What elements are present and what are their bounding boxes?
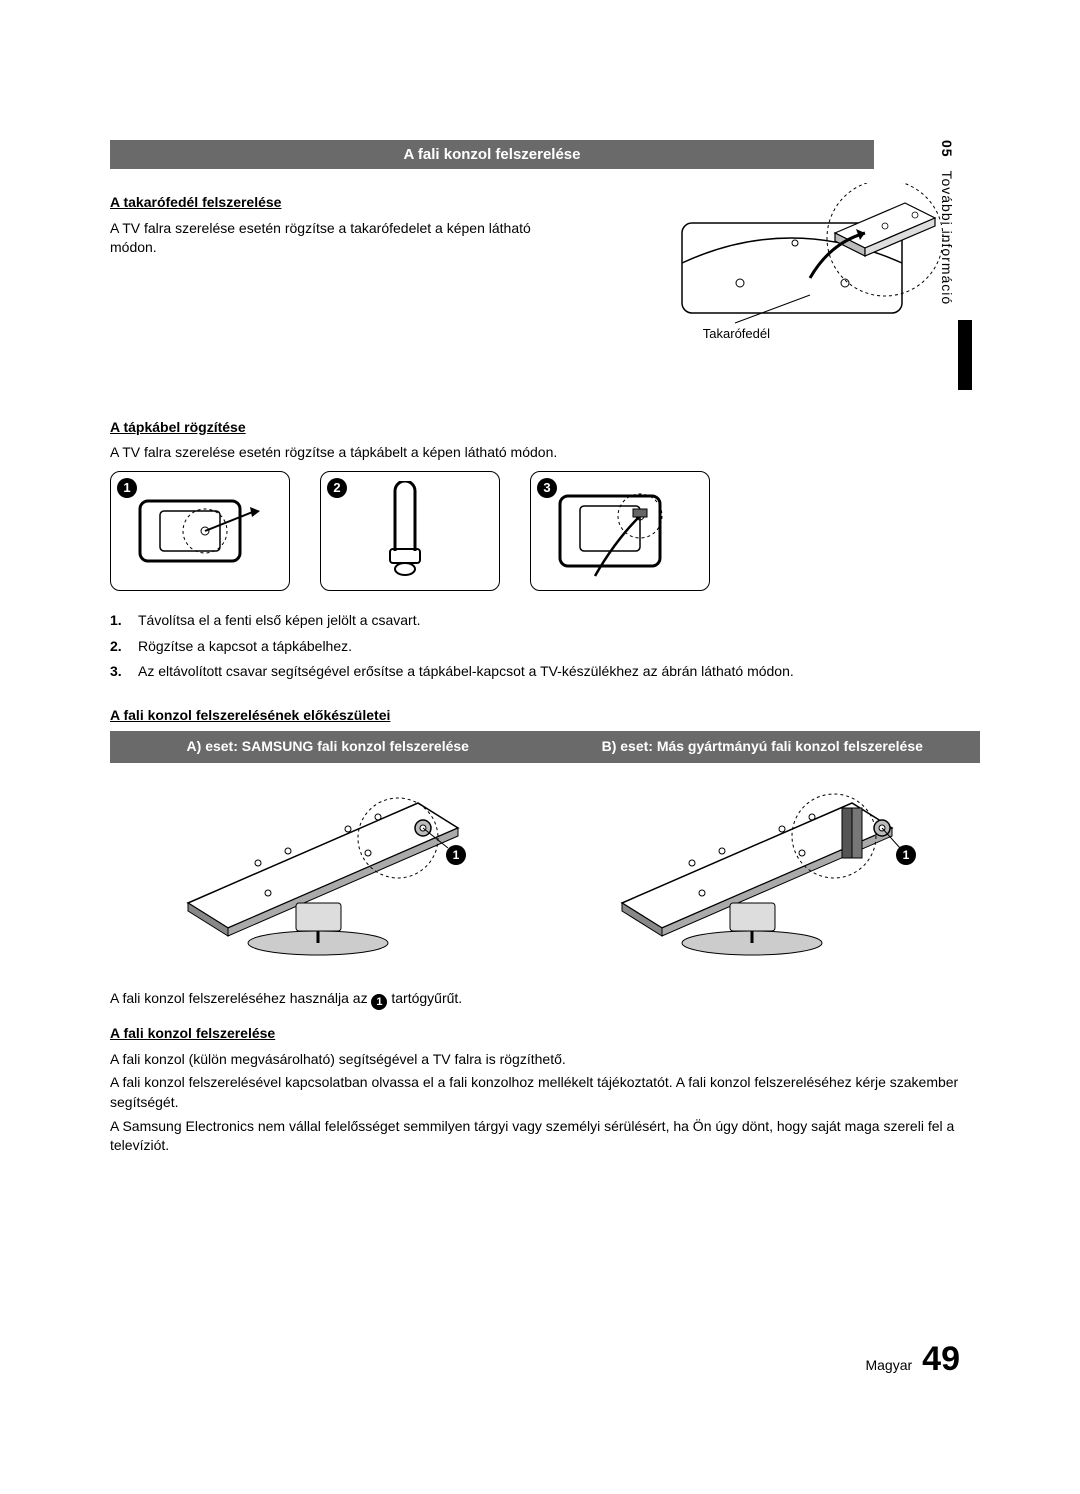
section-power-cable: A tápkábel rögzítése A TV falra szerelés…	[110, 418, 980, 682]
instruction-item-2: 2. Rögzítse a kapcsot a tápkábelhez.	[110, 637, 980, 657]
section-title-bar: A fali konzol felszerelése	[110, 140, 874, 169]
instruction-item-3: 3. Az eltávolított csavar segítségével e…	[110, 662, 980, 682]
subheading-install: A fali konzol felszerelése	[110, 1024, 980, 1044]
badge-step-1: 1	[117, 478, 137, 498]
figure-step-2: 2	[320, 471, 500, 591]
figure-step-3: 3	[530, 471, 710, 591]
holder-ring-pre: A fali konzol felszereléséhez használja …	[110, 990, 371, 1006]
page-content: A fali konzol felszerelése A takarófedél…	[110, 140, 980, 1160]
text-power: A TV falra szerelése esetén rögzítse a t…	[110, 443, 980, 463]
figure-step-row: 1 2	[110, 471, 980, 591]
instruction-text-3: Az eltávolított csavar segítségével erős…	[138, 662, 794, 682]
page-footer: Magyar 49	[865, 1336, 960, 1384]
svg-text:1: 1	[903, 848, 910, 862]
instruction-text-1: Távolítsa el a fenti első képen jelölt a…	[138, 611, 420, 631]
section-cover-install: A takarófedél felszerelése A TV falra sz…	[110, 193, 980, 258]
holder-ring-post: tartógyűrűt.	[391, 990, 462, 1006]
svg-text:1: 1	[452, 848, 459, 862]
subheading-prep: A fali konzol felszerelésének előkészüle…	[110, 706, 980, 726]
figure-case-b: 1	[602, 773, 922, 963]
instruction-num-2: 2.	[110, 637, 128, 657]
badge-step-3: 3	[537, 478, 557, 498]
subheading-power: A tápkábel rögzítése	[110, 418, 980, 438]
instruction-num-1: 1.	[110, 611, 128, 631]
instruction-text-2: Rögzítse a kapcsot a tápkábelhez.	[138, 637, 352, 657]
case-a-cell: 1	[111, 762, 546, 978]
figure-step-1: 1	[110, 471, 290, 591]
instruction-num-3: 3.	[110, 662, 128, 682]
instruction-list: 1. Távolítsa el a fenti első képen jelöl…	[110, 611, 980, 682]
case-b-cell: 1	[545, 762, 980, 978]
install-p1: A fali konzol (külön megvásárolható) seg…	[110, 1050, 980, 1070]
section-wallmount-install: A fali konzol felszerelése A fali konzol…	[110, 1024, 980, 1156]
holder-ring-text: A fali konzol felszereléséhez használja …	[110, 989, 980, 1011]
badge-step-2: 2	[327, 478, 347, 498]
install-p3: A Samsung Electronics nem vállal felelős…	[110, 1117, 980, 1156]
footer-language: Magyar	[865, 1356, 912, 1376]
figure-blanking-cover	[680, 183, 950, 343]
figure-case-a: 1	[168, 773, 488, 963]
case-table: A) eset: SAMSUNG fali konzol felszerelés…	[110, 731, 980, 978]
footer-page-number: 49	[922, 1336, 960, 1384]
text-cover: A TV falra szerelése esetén rögzítse a t…	[110, 219, 570, 258]
case-b-header: B) eset: Más gyártmányú fali konzol fels…	[545, 732, 980, 763]
install-p2: A fali konzol felszerelésével kapcsolatb…	[110, 1073, 980, 1112]
section-wallmount-prep: A fali konzol felszerelésének előkészüle…	[110, 706, 980, 1010]
figure-cover-label: Takarófedél	[703, 325, 770, 343]
case-a-header: A) eset: SAMSUNG fali konzol felszerelés…	[111, 732, 546, 763]
instruction-item-1: 1. Távolítsa el a fenti első képen jelöl…	[110, 611, 980, 631]
inline-badge-1: 1	[371, 994, 387, 1010]
